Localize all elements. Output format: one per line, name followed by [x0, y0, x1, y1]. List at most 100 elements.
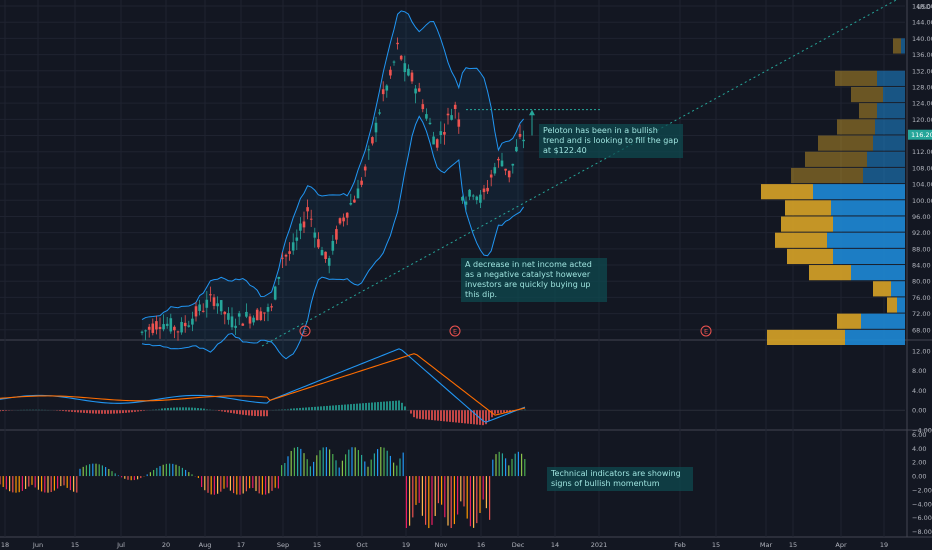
macd-histogram-bar — [218, 410, 220, 411]
macd-histogram-bar — [239, 410, 241, 415]
candle-body — [345, 212, 349, 218]
candle-body — [245, 311, 248, 317]
lower-band — [141, 115, 525, 360]
macd-histogram-bar — [83, 410, 85, 413]
candle-body — [439, 131, 443, 135]
candle-body — [151, 323, 155, 333]
macd-histogram-bar — [143, 410, 145, 411]
macd-histogram-bar — [170, 407, 172, 411]
macd-histogram-bar — [374, 402, 376, 411]
earnings-annotation: A decrease in net income acted as a nega… — [461, 258, 607, 302]
macd-histogram-bar — [458, 410, 460, 423]
candle-body — [446, 113, 450, 116]
candle-body — [155, 321, 158, 330]
candle-body — [317, 239, 320, 248]
y-tick-label: 100.00 — [912, 197, 932, 205]
macd-histogram-bar — [461, 410, 463, 424]
macd-histogram-bar — [254, 410, 256, 416]
macd-histogram-bar — [92, 410, 94, 414]
x-tick-label: 19 — [402, 541, 410, 549]
y-tick-label: 136.00 — [912, 51, 932, 59]
macd-histogram-bar — [482, 410, 484, 426]
y-tick-label: 72.00 — [912, 310, 931, 318]
macd-histogram-bar — [467, 410, 469, 424]
signal-line — [0, 353, 526, 416]
macd-histogram-bar — [299, 407, 301, 411]
vp-up-bar — [891, 281, 905, 297]
candle-body — [338, 218, 342, 224]
macd-histogram-bar — [62, 410, 64, 412]
macd-histogram-bar — [296, 408, 298, 411]
macd-histogram-bar — [323, 406, 325, 411]
candle-body — [158, 326, 162, 329]
macd-histogram-bar — [0, 410, 1, 412]
macd-histogram-bar — [524, 409, 526, 411]
macd-histogram-bar — [320, 406, 322, 411]
vp-down-bar — [767, 329, 845, 345]
momentum-y-tick-label: −4.00 — [912, 500, 932, 508]
candle-body — [450, 115, 453, 120]
x-tick-label: 14 — [551, 541, 559, 549]
candle-body — [255, 309, 259, 321]
vp-up-bar — [833, 248, 905, 265]
candle-body — [263, 312, 266, 314]
macd-y-tick-label: 8.00 — [912, 367, 926, 375]
y-tick-label: 76.00 — [912, 294, 931, 302]
macd-histogram-bar — [113, 410, 115, 414]
macd-histogram-bar — [425, 410, 427, 420]
macd-histogram-bar — [314, 406, 316, 411]
macd-histogram-bar — [251, 410, 253, 416]
x-tick-label: 19 — [880, 541, 888, 549]
candle-body — [349, 202, 353, 205]
y-tick-label: 128.00 — [912, 83, 932, 91]
macd-histogram-bar — [188, 407, 190, 411]
candle-body — [482, 188, 486, 193]
candle-body — [335, 229, 338, 240]
macd-histogram-bar — [104, 410, 106, 414]
macd-histogram-bar — [341, 404, 343, 411]
macd-histogram-bar — [287, 408, 289, 411]
candle-body — [216, 303, 219, 307]
macd-histogram-bar — [413, 410, 415, 418]
x-tick-label: Jul — [116, 541, 125, 549]
macd-y-tick-label: 12.00 — [912, 347, 931, 355]
macd-histogram-bar — [125, 410, 127, 413]
macd-histogram-bar — [311, 407, 313, 411]
macd-histogram-bar — [302, 407, 304, 411]
macd-y-tick-label: 0.00 — [912, 407, 926, 415]
macd-histogram-bar — [131, 410, 133, 413]
macd-histogram-bar — [428, 410, 430, 420]
y-tick-label: 112.00 — [912, 148, 932, 156]
trend-lines — [261, 0, 898, 347]
x-tick-label: Feb — [674, 541, 686, 549]
macd-histogram-bar — [389, 401, 391, 411]
macd-histogram-bar — [368, 402, 370, 411]
macd-histogram-bar — [332, 405, 334, 411]
x-tick-label: 15 — [71, 541, 79, 549]
band-fill — [142, 10, 524, 359]
candle-body — [288, 251, 291, 254]
macd-histogram-bar — [401, 402, 403, 411]
candle-body — [493, 167, 497, 174]
vp-down-bar — [837, 119, 875, 135]
time-axis[interactable]: 18 Jun 15 Jul 20 Aug 17 Sep 15 Oct 19 Nov 16 Dec 14 202… — [1, 541, 888, 549]
macd-histogram-bar — [182, 407, 184, 411]
macd-histogram-bar — [137, 410, 139, 412]
macd-histogram-bar — [80, 410, 82, 413]
macd-histogram-bar — [77, 410, 79, 413]
macd-histogram-bar — [107, 410, 109, 414]
macd-histogram-bar — [179, 407, 181, 411]
vp-up-bar — [851, 265, 905, 281]
candle-body — [140, 331, 144, 333]
macd-histogram-bar — [98, 410, 100, 414]
price-axis: 148.00 144.00 140.00 136.00 132.00 128.00 124.… — [908, 3, 932, 536]
macd-histogram-bar — [347, 404, 349, 411]
macd-histogram-bar — [410, 410, 412, 414]
macd-histogram-bar — [257, 410, 259, 417]
candle-body — [353, 199, 356, 203]
macd-histogram-bar — [491, 410, 493, 418]
candle-body — [489, 174, 493, 178]
macd-histogram-bar — [266, 410, 268, 417]
